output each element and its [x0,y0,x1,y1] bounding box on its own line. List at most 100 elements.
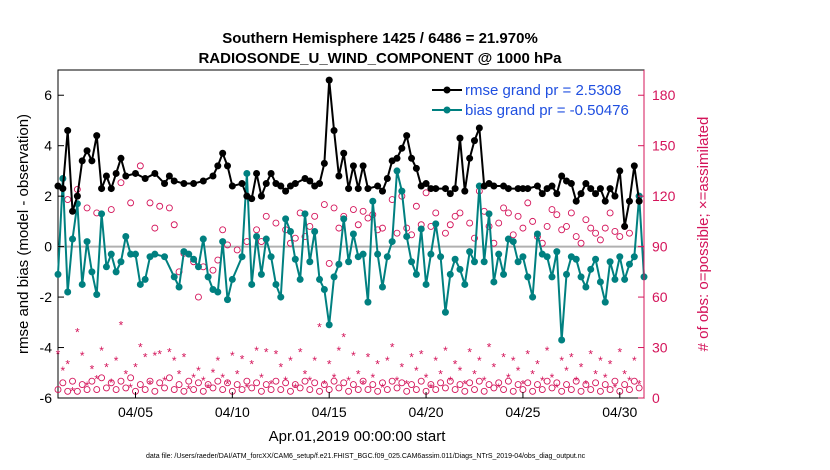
bias-point [214,288,222,296]
obs-possible-marker [359,207,367,215]
chart-title-line1: Southern Hemisphere 1425 / 6486 = 21.970… [222,30,538,47]
bias-point [219,238,227,246]
bias-point [330,273,338,281]
obs-assimilated-marker: * [525,347,530,361]
rmse-point [451,185,459,193]
obs-assimilated-marker: * [361,378,366,392]
obs-assimilated-marker: * [109,376,114,390]
obs-possible-marker [514,212,522,220]
bias-point [136,280,144,288]
legend-box [428,78,638,118]
obs-possible-marker [587,386,595,394]
rmse-point [359,162,367,170]
y2-tick-label: 120 [652,188,676,204]
obs-assimilated-marker: * [409,351,414,365]
obs-assimilated-marker: * [346,374,351,388]
bias-point [524,273,532,281]
bias-point [548,273,556,281]
obs-possible-marker [432,386,440,394]
bias-point [131,250,139,258]
obs-assimilated-marker: * [119,319,124,333]
bias-point [446,270,454,278]
obs-possible-marker [233,246,241,254]
obs-assimilated-marker: * [172,354,177,368]
obs-possible-marker [596,387,604,395]
obs-assimilated-marker: * [215,354,220,368]
obs-assimilated-marker: * [593,367,598,381]
obs-assimilated-marker: * [559,354,564,368]
obs-possible-marker [519,224,527,232]
obs-assimilated-marker: * [254,344,259,358]
bias-point [592,255,600,263]
obs-possible-marker [567,209,575,217]
obs-assimilated-marker: * [298,346,303,360]
obs-possible-marker [257,387,265,395]
bias-point [78,280,86,288]
obs-possible-marker [509,231,517,239]
rmse-point [262,180,270,188]
obs-assimilated-marker: * [613,381,618,395]
x-tick-label: 04/10 [215,404,250,420]
bias-point [228,275,236,283]
rmse-point [69,207,77,215]
x-tick-label: 04/30 [602,404,637,420]
obs-possible-marker [534,381,541,388]
obs-assimilated-marker: * [288,354,293,368]
rmse-point [393,154,401,162]
x-tick-label: 04/15 [312,404,347,420]
bias-point [485,210,493,218]
bias-point [325,321,333,329]
rmse-point [131,169,139,177]
obs-possible-marker [253,379,261,387]
obs-assimilated-marker: * [370,371,375,385]
obs-possible-marker [330,204,338,212]
obs-possible-marker [73,387,81,395]
obs-possible-marker [427,381,435,388]
rmse-point [490,182,498,190]
obs-assimilated-marker: * [356,367,361,381]
rmse-point [422,180,430,188]
obs-possible-marker [199,387,207,395]
obs-assimilated-marker: * [337,344,342,358]
obs-possible-marker [354,386,362,394]
obs-possible-marker [253,226,261,234]
rmse-point [107,185,115,193]
data-file-footnote: data file: /Users/raeder/DAI/ATM_forcXX/… [146,453,586,460]
obs-assimilated-marker: * [341,330,346,344]
bias-point [398,187,406,195]
obs-assimilated-marker: * [283,374,288,388]
obs-possible-marker [161,384,168,392]
obs-possible-marker [572,233,580,240]
obs-possible-marker [558,387,566,395]
obs-assimilated-marker: * [114,354,119,368]
bias-point [349,230,357,238]
bias-point [529,293,537,301]
obs-possible-marker [441,229,449,237]
bias-point [267,253,275,261]
obs-possible-marker [601,224,609,232]
bias-point [422,280,430,288]
obs-assimilated-marker: * [94,372,99,386]
rmse-point [214,162,222,170]
obs-possible-marker [340,379,348,387]
obs-possible-marker [112,386,120,394]
bias-point [601,298,609,306]
obs-possible-marker [364,386,372,394]
bias-point [69,235,77,243]
obs-possible-marker [630,377,638,385]
obs-assimilated-marker: * [162,374,167,388]
obs-assimilated-marker: * [220,371,225,385]
obs-possible-marker [611,228,619,235]
obs-possible-marker [156,379,164,387]
obs-possible-marker [379,224,386,232]
bias-point [606,258,614,266]
obs-possible-marker [146,377,154,385]
bias-point [625,260,633,268]
rmse-point [277,182,285,190]
rmse-point [592,190,600,198]
obs-assimilated-marker: * [569,351,574,365]
bias-point [286,227,294,235]
obs-assimilated-marker: * [632,354,637,368]
obs-possible-marker [543,222,551,230]
rmse-point [267,169,275,177]
